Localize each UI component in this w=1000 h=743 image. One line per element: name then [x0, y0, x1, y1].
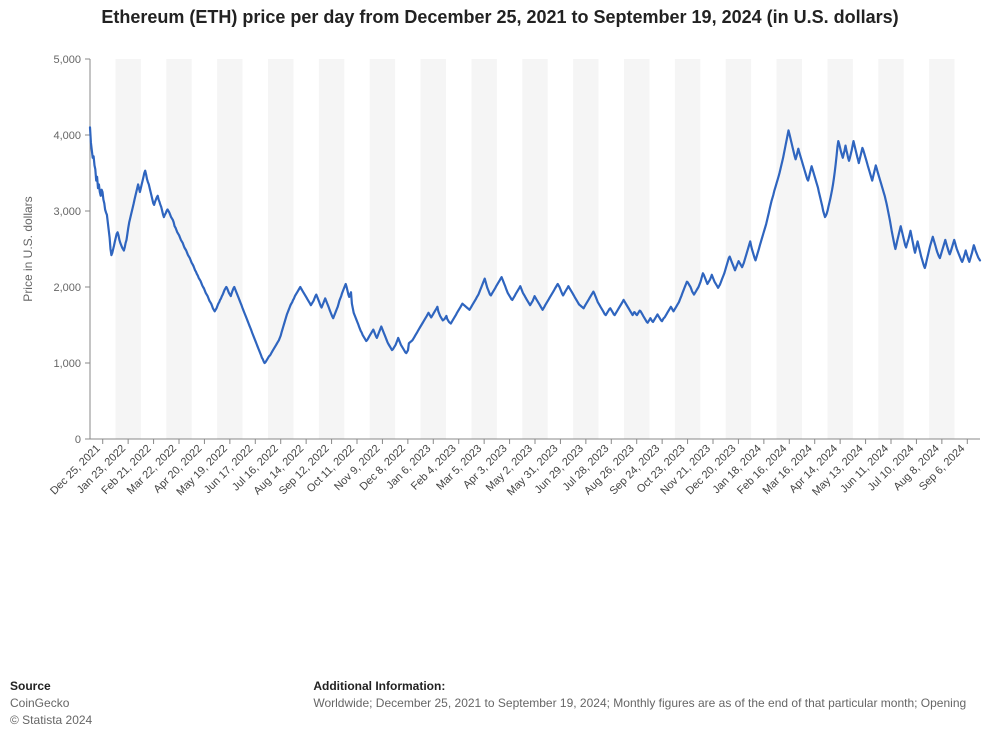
additional-heading: Additional Information: [313, 679, 983, 693]
svg-text:1,000: 1,000 [53, 358, 81, 370]
chart-footer: Source CoinGecko © Statista 2024 Additio… [10, 679, 1000, 729]
chart-area: 0 1,000 2,000 3,000 4,000 5,000 Price in U.S. … [10, 29, 990, 589]
svg-text:3,000: 3,000 [53, 206, 81, 218]
chart-title: Ethereum (ETH) price per day from Decemb… [0, 0, 1000, 29]
svg-text:4,000: 4,000 [53, 130, 81, 142]
line-chart: 0 1,000 2,000 3,000 4,000 5,000 Price in U.S. … [10, 29, 990, 589]
copyright-text: © Statista 2024 [10, 712, 310, 729]
svg-text:Price in U.S. dollars: Price in U.S. dollars [21, 197, 35, 302]
source-heading: Source [10, 679, 310, 693]
svg-text:5,000: 5,000 [53, 54, 81, 66]
svg-text:2,000: 2,000 [53, 282, 81, 294]
additional-text: Worldwide; December 25, 2021 to Septembe… [313, 695, 983, 712]
svg-text:0: 0 [75, 434, 81, 446]
source-text: CoinGecko [10, 695, 310, 712]
